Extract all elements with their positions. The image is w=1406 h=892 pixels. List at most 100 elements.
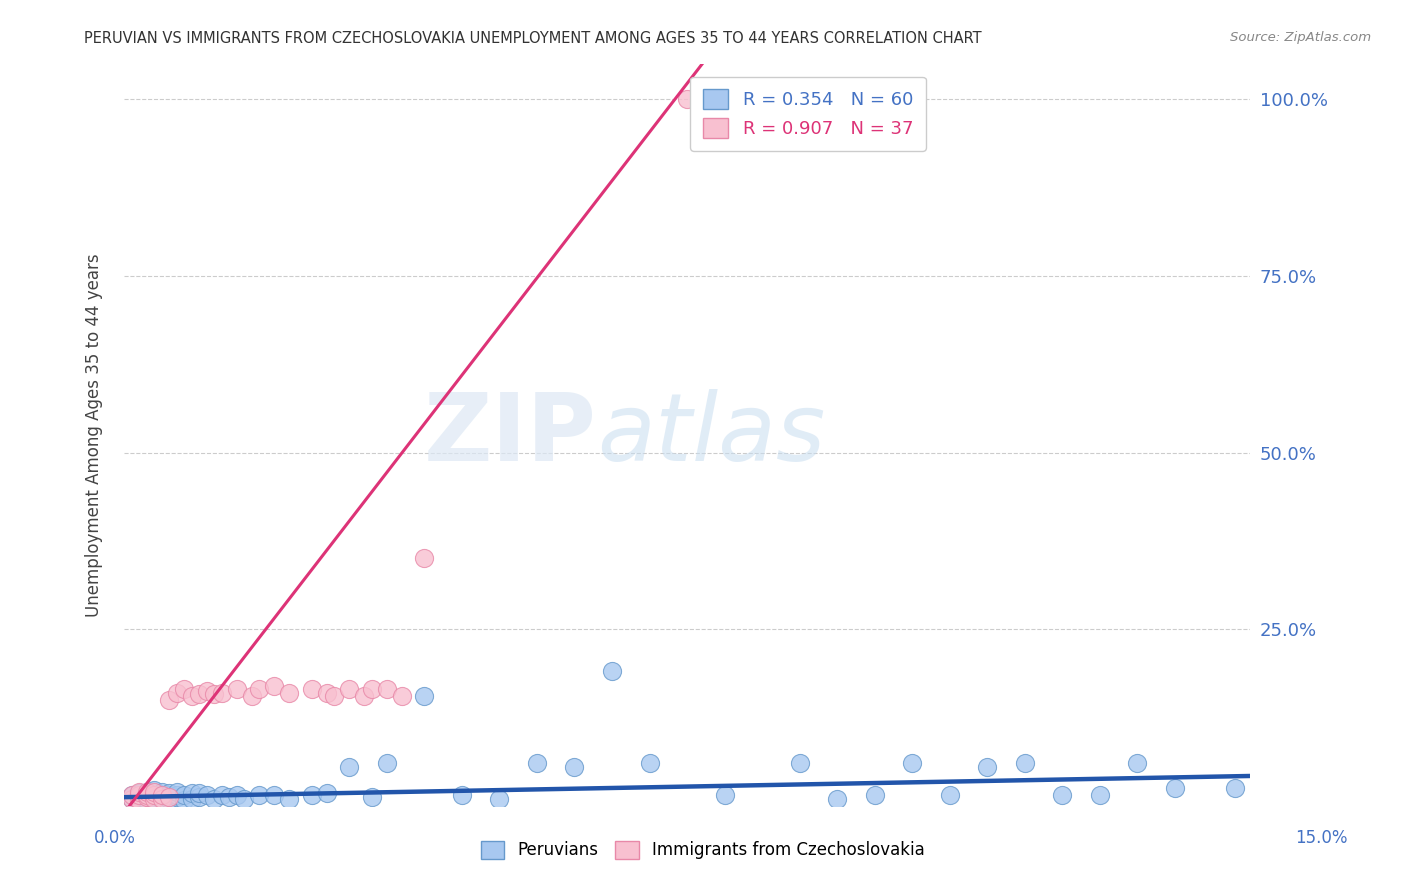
Point [375,756,398,771]
Point [240,689,263,703]
Text: 15.0%: 15.0% [1295,829,1348,847]
Point [1088,788,1111,802]
Legend: Peruvians, Immigrants from Czechoslovakia: Peruvians, Immigrants from Czechoslovaki… [472,832,934,868]
Point [225,682,247,697]
Point [713,788,735,802]
Point [135,790,157,805]
Point [225,788,247,802]
Point [173,788,195,802]
Point [218,790,240,805]
Point [1126,756,1149,771]
Point [976,760,998,774]
Point [413,689,436,703]
Point [195,788,218,802]
Point [315,685,337,699]
Point [135,793,157,807]
Point [564,760,586,774]
Point [247,788,270,802]
Point [121,788,143,802]
Point [121,791,143,805]
Text: ZIP: ZIP [425,389,598,481]
Point [360,790,382,805]
Point [211,685,233,699]
Point [173,682,195,697]
Point [143,788,166,802]
Point [166,784,188,798]
Point [150,788,173,802]
Point [143,788,166,802]
Point [939,788,962,802]
Point [413,551,436,566]
Point [301,682,323,697]
Point [195,684,218,698]
Point [150,788,173,802]
Point [173,793,195,807]
Point [143,791,166,805]
Point [157,790,180,805]
Point [488,791,510,805]
Point [1223,780,1246,795]
Point [360,682,382,697]
Point [180,689,202,703]
Point [157,788,180,802]
Point [278,685,301,699]
Point [188,687,211,701]
Point [166,790,188,805]
Point [128,795,150,809]
Point [337,760,360,774]
Point [180,786,202,800]
Point [128,790,150,805]
Point [128,784,150,798]
Point [202,791,225,805]
Point [600,665,623,679]
Text: 0.0%: 0.0% [94,829,136,847]
Text: PERUVIAN VS IMMIGRANTS FROM CZECHOSLOVAKIA UNEMPLOYMENT AMONG AGES 35 TO 44 YEAR: PERUVIAN VS IMMIGRANTS FROM CZECHOSLOVAK… [84,31,981,46]
Point [135,788,157,802]
Legend: R = 0.354   N = 60, R = 0.907   N = 37: R = 0.354 N = 60, R = 0.907 N = 37 [690,77,925,151]
Point [157,692,180,706]
Point [143,791,166,805]
Point [315,786,337,800]
Point [135,784,157,798]
Point [323,689,346,703]
Point [143,783,166,797]
Point [233,791,256,805]
Point [128,786,150,800]
Point [391,689,413,703]
Point [150,793,173,807]
Point [121,788,143,802]
Point [202,687,225,701]
Point [188,786,211,800]
Point [301,788,323,802]
Point [451,788,474,802]
Point [157,791,180,805]
Point [676,92,699,106]
Point [337,682,360,697]
Point [128,788,150,802]
Point [247,682,270,697]
Point [901,756,924,771]
Point [135,788,157,802]
Point [825,791,848,805]
Point [211,788,233,802]
Point [188,790,211,805]
Point [263,788,285,802]
Point [789,756,811,771]
Text: atlas: atlas [598,389,825,481]
Point [135,784,157,798]
Point [375,682,398,697]
Point [166,685,188,699]
Point [166,788,188,802]
Point [143,784,166,798]
Point [1164,780,1187,795]
Text: Source: ZipAtlas.com: Source: ZipAtlas.com [1230,31,1371,45]
Point [150,784,173,798]
Y-axis label: Unemployment Among Ages 35 to 44 years: Unemployment Among Ages 35 to 44 years [86,253,103,616]
Point [157,786,180,800]
Point [1052,788,1074,802]
Point [263,679,285,693]
Point [278,791,301,805]
Point [150,791,173,805]
Point [180,791,202,805]
Point [128,793,150,807]
